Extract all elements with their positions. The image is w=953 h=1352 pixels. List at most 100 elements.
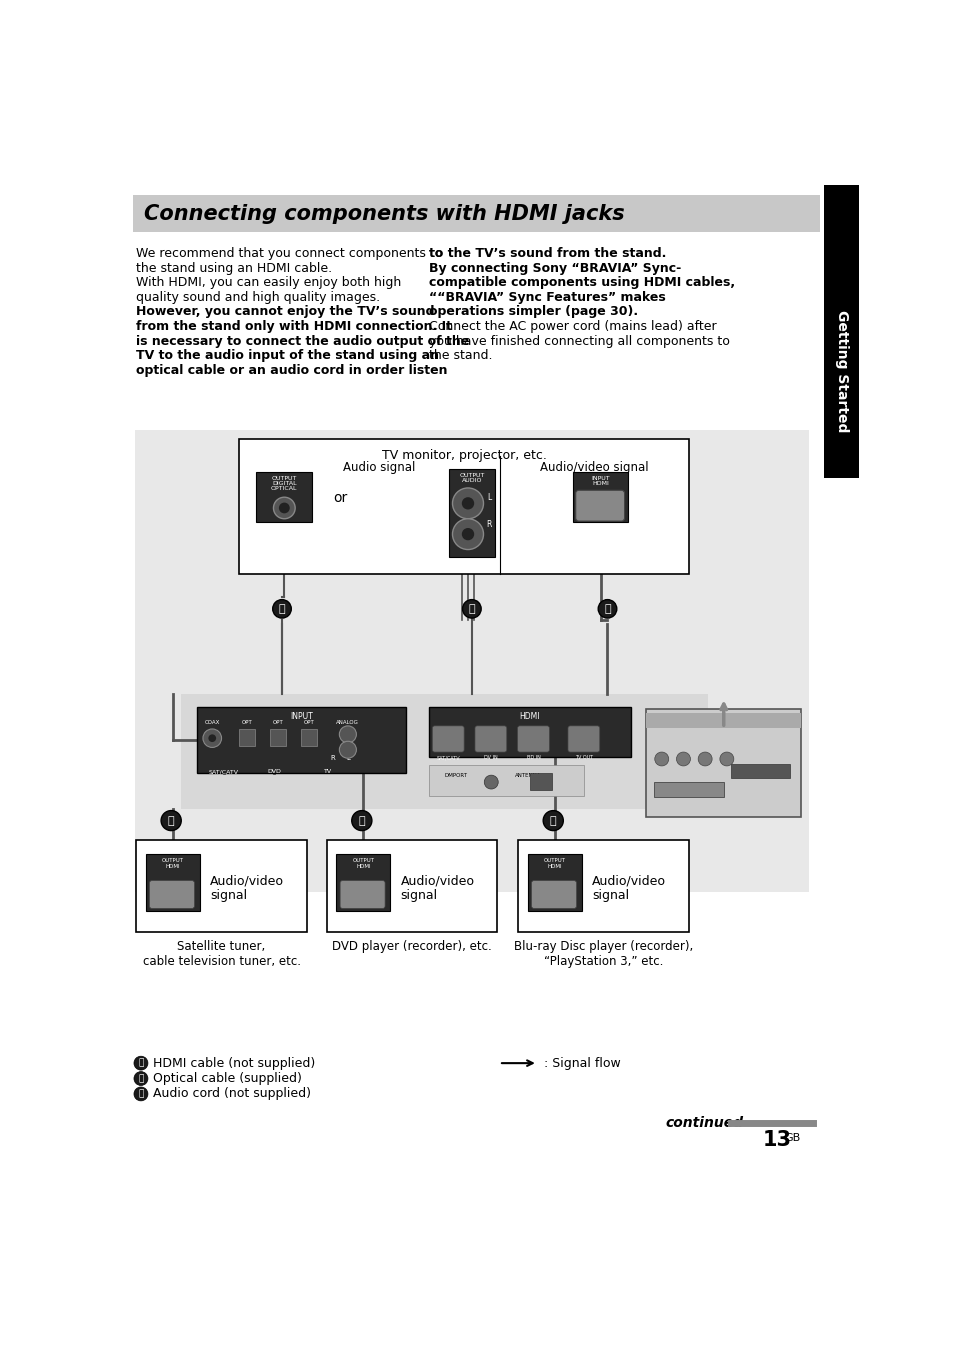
Bar	[335, 853, 390, 911]
Circle shape	[133, 1087, 148, 1101]
Circle shape	[339, 726, 356, 742]
Bar	[645, 708, 801, 817]
Bar	[196, 707, 406, 773]
Text: OUTPUT: OUTPUT	[272, 476, 296, 480]
Bar	[429, 765, 583, 796]
Text: Ⓑ: Ⓑ	[138, 1073, 144, 1083]
Text: OUTPUT: OUTPUT	[352, 859, 374, 864]
Bar	[136, 840, 307, 933]
Bar	[429, 707, 630, 757]
Bar	[181, 694, 707, 808]
Bar	[572, 472, 628, 522]
Text: With HDMI, you can easily enjoy both high: With HDMI, you can easily enjoy both hig…	[136, 276, 401, 289]
Text: quality sound and high quality images.: quality sound and high quality images.	[136, 291, 380, 304]
Text: Ⓒ: Ⓒ	[138, 1090, 144, 1098]
Bar	[654, 781, 723, 798]
Text: the stand.: the stand.	[429, 349, 493, 362]
Bar	[517, 840, 688, 933]
Text: Audio/video signal: Audio/video signal	[539, 461, 648, 475]
Circle shape	[461, 498, 474, 510]
Circle shape	[462, 599, 480, 618]
Circle shape	[274, 498, 294, 519]
Text: HDMI: HDMI	[355, 864, 371, 869]
Circle shape	[278, 503, 290, 514]
Text: Blu-ray Disc player (recorder),
“PlayStation 3,” etc.: Blu-ray Disc player (recorder), “PlaySta…	[514, 940, 693, 968]
Text: DVD player (recorder), etc.: DVD player (recorder), etc.	[332, 940, 492, 953]
FancyBboxPatch shape	[340, 880, 385, 909]
Text: compatible components using HDMI cables,: compatible components using HDMI cables,	[429, 276, 735, 289]
Text: Ⓐ: Ⓐ	[549, 815, 556, 826]
Text: Audio/video
signal: Audio/video signal	[592, 875, 665, 903]
Text: DVD: DVD	[267, 769, 281, 773]
Text: L: L	[486, 493, 491, 503]
Circle shape	[698, 752, 711, 767]
Bar	[645, 713, 801, 729]
Circle shape	[542, 811, 562, 830]
Bar	[133, 195, 819, 231]
Text: optical cable or an audio cord in order listen: optical cable or an audio cord in order …	[136, 364, 447, 377]
Text: the stand using an HDMI cable.: the stand using an HDMI cable.	[136, 261, 332, 274]
Text: DIGITAL: DIGITAL	[272, 481, 296, 485]
Circle shape	[654, 752, 668, 767]
FancyBboxPatch shape	[432, 726, 464, 752]
Text: TV: TV	[324, 769, 333, 773]
FancyBboxPatch shape	[475, 726, 506, 752]
Circle shape	[133, 1056, 148, 1069]
Circle shape	[598, 599, 617, 618]
Text: DV IN: DV IN	[484, 756, 497, 760]
Text: Audio cord (not supplied): Audio cord (not supplied)	[153, 1087, 311, 1101]
Text: OUTPUT: OUTPUT	[543, 859, 565, 864]
Text: INPUT: INPUT	[290, 713, 313, 721]
Text: TV OUT: TV OUT	[575, 756, 593, 760]
Text: operations simpler (page 30).: operations simpler (page 30).	[429, 306, 638, 319]
Text: Satellite tuner,
cable television tuner, etc.: Satellite tuner, cable television tuner,…	[142, 940, 300, 968]
Bar	[270, 729, 286, 746]
Text: Getting Started: Getting Started	[834, 311, 847, 433]
Bar	[239, 439, 688, 575]
Text: OUTPUT: OUTPUT	[458, 473, 484, 477]
Bar	[527, 853, 581, 911]
Circle shape	[676, 752, 690, 767]
Text: HDMI: HDMI	[519, 713, 539, 721]
Text: ANTENNA: ANTENNA	[514, 773, 540, 777]
FancyBboxPatch shape	[575, 491, 624, 521]
Circle shape	[720, 752, 733, 767]
Bar	[239, 729, 254, 746]
Circle shape	[452, 519, 483, 549]
Text: SAT/CATV: SAT/CATV	[209, 769, 238, 773]
Text: ““BRAVIA” Sync Features” makes: ““BRAVIA” Sync Features” makes	[429, 291, 665, 304]
Text: TV to the audio input of the stand using an: TV to the audio input of the stand using…	[136, 349, 438, 362]
Circle shape	[461, 529, 474, 541]
Text: By connecting Sony “BRAVIA” Sync-: By connecting Sony “BRAVIA” Sync-	[429, 261, 680, 274]
Text: HDMI: HDMI	[165, 864, 180, 869]
FancyBboxPatch shape	[517, 726, 549, 752]
Circle shape	[203, 729, 221, 748]
Bar	[731, 764, 789, 779]
FancyBboxPatch shape	[567, 726, 599, 752]
Text: Ⓐ: Ⓐ	[358, 815, 365, 826]
Text: : Signal flow: : Signal flow	[543, 1057, 620, 1069]
Text: continued: continued	[665, 1117, 742, 1130]
Text: Ⓐ: Ⓐ	[168, 815, 174, 826]
Bar	[327, 840, 497, 933]
Circle shape	[352, 811, 372, 830]
Text: GB: GB	[783, 1133, 800, 1142]
Text: R: R	[330, 756, 335, 761]
Text: AUDIO: AUDIO	[461, 479, 481, 483]
Text: you have finished connecting all components to: you have finished connecting all compone…	[429, 335, 729, 347]
Text: OPT: OPT	[273, 719, 283, 725]
Text: BD IN: BD IN	[526, 756, 540, 760]
Text: HDMI: HDMI	[547, 864, 561, 869]
Text: is necessary to connect the audio output of the: is necessary to connect the audio output…	[136, 335, 469, 347]
Text: Audio signal: Audio signal	[342, 461, 415, 475]
Text: L: L	[346, 756, 350, 761]
FancyBboxPatch shape	[531, 880, 576, 909]
Text: OPT: OPT	[241, 719, 253, 725]
Circle shape	[484, 775, 497, 790]
Circle shape	[339, 741, 356, 758]
Text: Optical cable (supplied): Optical cable (supplied)	[153, 1072, 302, 1086]
Text: to the TV’s sound from the stand.: to the TV’s sound from the stand.	[429, 247, 666, 260]
Text: Ⓐ: Ⓐ	[138, 1059, 144, 1068]
Bar	[301, 729, 316, 746]
Text: HDMI cable (not supplied): HDMI cable (not supplied)	[153, 1057, 315, 1069]
